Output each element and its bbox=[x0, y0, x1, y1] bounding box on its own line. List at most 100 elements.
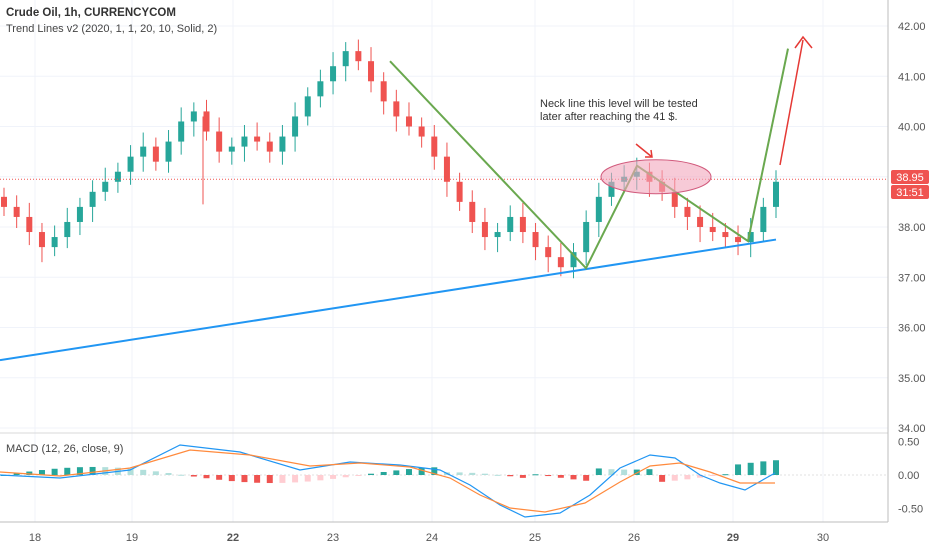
candle-body bbox=[570, 252, 577, 268]
macd-histogram-bar bbox=[38, 470, 45, 475]
macd-histogram-bar bbox=[773, 460, 779, 475]
price-tick: 40.00 bbox=[898, 122, 926, 134]
macd-tick: -0.50 bbox=[898, 504, 923, 516]
candle-body bbox=[241, 136, 248, 147]
price-tick: 37.00 bbox=[898, 272, 926, 284]
time-tick: 29 bbox=[727, 532, 739, 544]
price-tick: 38.00 bbox=[898, 222, 926, 234]
macd-histogram-bar bbox=[494, 474, 501, 476]
macd-histogram-bar bbox=[570, 475, 577, 480]
countdown-badge bbox=[891, 185, 929, 199]
macd-histogram-bar bbox=[342, 475, 349, 478]
candle-body bbox=[279, 136, 286, 152]
macd-histogram-bar bbox=[254, 475, 261, 483]
signal-line bbox=[0, 449, 775, 513]
candle-body bbox=[380, 81, 387, 102]
macd-series bbox=[0, 444, 888, 518]
candle-body bbox=[684, 206, 691, 217]
macd-histogram-bar bbox=[557, 475, 564, 478]
candles-series bbox=[1, 39, 779, 279]
candle-body bbox=[443, 156, 450, 182]
candle-body bbox=[89, 191, 96, 207]
candle-body bbox=[266, 141, 273, 152]
support-trendline bbox=[0, 238, 777, 362]
macd-histogram-bar bbox=[671, 475, 678, 481]
candle-body bbox=[13, 206, 20, 217]
candle-body bbox=[203, 111, 210, 132]
neckline-ellipse bbox=[600, 159, 712, 195]
time-tick: 24 bbox=[426, 532, 438, 544]
candle-body bbox=[64, 221, 71, 238]
time-tick: 19 bbox=[126, 532, 138, 544]
time-tick: 23 bbox=[327, 532, 339, 544]
trend-lines bbox=[0, 35, 888, 362]
candle-body bbox=[355, 51, 362, 62]
macd-axis: 0.50 0.00 -0.50 bbox=[898, 437, 923, 516]
candle-body bbox=[304, 96, 311, 117]
macd-histogram-bar bbox=[279, 475, 286, 483]
price-tick: 42.00 bbox=[898, 21, 926, 33]
macd-histogram-bar bbox=[418, 468, 425, 475]
macd-histogram-bar bbox=[355, 475, 362, 476]
time-axis: 18 19 22 23 24 25 26 29 30 bbox=[29, 532, 829, 544]
macd-histogram-bar bbox=[26, 471, 33, 475]
candle-body bbox=[557, 257, 564, 268]
macd-histogram-bar bbox=[241, 475, 248, 483]
macd-histogram-bar bbox=[13, 473, 20, 475]
time-tick: 18 bbox=[29, 532, 41, 544]
price-tick: 41.00 bbox=[898, 71, 926, 83]
macd-histogram-bar bbox=[456, 472, 463, 475]
macd-histogram-bar bbox=[481, 473, 488, 475]
macd-histogram-bar bbox=[393, 470, 400, 475]
price-tick: 34.00 bbox=[898, 423, 926, 435]
macd-tick: 0.50 bbox=[898, 437, 919, 449]
macd-histogram-bar bbox=[228, 475, 235, 482]
candle-body bbox=[697, 216, 704, 227]
candle-body bbox=[228, 146, 235, 152]
macd-histogram-bar bbox=[266, 475, 273, 484]
macd-tick: 0.00 bbox=[898, 470, 919, 482]
candle-body bbox=[494, 232, 501, 238]
macd-histogram-bar bbox=[140, 469, 147, 475]
macd-histogram-bar bbox=[519, 475, 526, 478]
candle-body bbox=[140, 146, 147, 157]
macd-histogram-bar bbox=[152, 471, 159, 475]
time-tick: 30 bbox=[817, 532, 829, 544]
target-arrow bbox=[779, 39, 804, 166]
macd-histogram-bar bbox=[747, 462, 754, 475]
candle-body bbox=[165, 141, 172, 162]
macd-histogram-bar bbox=[405, 469, 412, 475]
macd-histogram-bar bbox=[735, 464, 742, 475]
candle-body bbox=[178, 121, 185, 142]
annotation-arrow bbox=[635, 143, 653, 158]
macd-histogram-bar bbox=[431, 467, 438, 475]
candle-body bbox=[456, 181, 463, 202]
macd-histogram-bar bbox=[633, 469, 640, 475]
candle-body bbox=[76, 206, 83, 222]
macd-histogram-bar bbox=[304, 475, 311, 482]
last-price-label: 38.95 bbox=[896, 172, 924, 184]
candle-body bbox=[393, 101, 400, 117]
macd-histogram-bar bbox=[64, 467, 71, 475]
indicator-title: Trend Lines v2 (2020, 1, 1, 20, 10, Soli… bbox=[6, 23, 217, 35]
candle-body bbox=[368, 61, 375, 82]
candle-body bbox=[532, 232, 539, 248]
macd-histogram-bar bbox=[76, 467, 83, 475]
macd-histogram-bar bbox=[760, 461, 767, 475]
macd-histogram-bar bbox=[545, 475, 552, 477]
candle-body bbox=[254, 136, 261, 142]
time-tick: 26 bbox=[628, 532, 640, 544]
candle-body bbox=[190, 111, 197, 122]
time-tick: 25 bbox=[529, 532, 541, 544]
candle-body bbox=[431, 136, 438, 157]
candle-body bbox=[519, 216, 526, 233]
candle-body bbox=[735, 237, 742, 243]
last-price-badge bbox=[891, 170, 929, 184]
macd-histogram-bar bbox=[722, 474, 729, 476]
macd-histogram-bar bbox=[317, 475, 324, 481]
macd-histogram-bar bbox=[646, 469, 653, 475]
macd-histogram-bar bbox=[583, 475, 590, 481]
macd-histogram-bar bbox=[89, 466, 96, 475]
candle-body bbox=[545, 247, 552, 258]
